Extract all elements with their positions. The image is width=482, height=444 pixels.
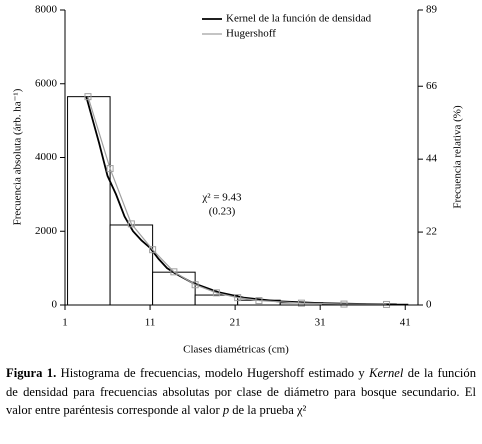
x-axis-label: Clases diamétricas (cm) bbox=[183, 344, 289, 356]
annotation: (0.23) bbox=[209, 206, 236, 218]
series-marker bbox=[191, 281, 199, 289]
series-marker bbox=[234, 294, 242, 302]
legend-label: Hugershoff bbox=[226, 28, 276, 40]
y2-tick-label: 89 bbox=[426, 4, 438, 16]
series-marker bbox=[84, 93, 92, 101]
series-marker bbox=[212, 289, 220, 297]
y2-tick-label: 0 bbox=[426, 299, 432, 311]
chart: Frecuencia absoluta (árb. ha⁻¹) Frecuenc… bbox=[12, 4, 464, 356]
x-tick-label: 31 bbox=[315, 317, 326, 329]
x-tick-label: 21 bbox=[230, 317, 241, 329]
caption-text: Kernel bbox=[369, 366, 404, 380]
y-tick-label: 8000 bbox=[35, 4, 58, 16]
legend-label: Kernel de la función de densidad bbox=[226, 13, 372, 25]
caption-text: p bbox=[222, 403, 230, 417]
series-marker bbox=[297, 299, 305, 307]
y-tick-label: 4000 bbox=[35, 151, 58, 163]
series-marker bbox=[170, 268, 178, 276]
caption-text: Histograma de frecuencias, modelo Hugers… bbox=[56, 366, 370, 380]
y-tick-label: 0 bbox=[52, 299, 58, 311]
caption-text: de la función de densidad para frecuenci… bbox=[6, 366, 476, 417]
series-marker bbox=[149, 246, 157, 254]
y2-tick-label: 44 bbox=[426, 153, 438, 165]
y-axis-label: Frecuencia absoluta (árb. ha⁻¹) bbox=[12, 88, 24, 225]
y2-tick-label: 22 bbox=[426, 226, 437, 238]
histogram-bar bbox=[67, 96, 111, 306]
y2-axis-label: Frecuencia relativa (%) bbox=[452, 105, 464, 209]
y2-tick-label: 66 bbox=[426, 80, 438, 92]
caption: Figura 1. Histograma de frecuencias, mod… bbox=[6, 364, 476, 420]
series-marker bbox=[383, 300, 391, 308]
caption-text: de la prueba χ² bbox=[229, 403, 307, 417]
series-marker bbox=[127, 220, 135, 228]
annotation: χ² = 9.43 bbox=[201, 192, 242, 204]
x-tick-label: 11 bbox=[145, 317, 156, 329]
y-tick-label: 6000 bbox=[35, 77, 58, 89]
y-tick-label: 2000 bbox=[35, 225, 58, 237]
histogram-bar bbox=[152, 271, 196, 306]
caption-label: Figura 1. bbox=[6, 366, 57, 380]
series-line bbox=[87, 96, 387, 306]
x-tick-label: 41 bbox=[400, 317, 411, 329]
series-marker bbox=[340, 300, 348, 308]
series-marker bbox=[255, 297, 263, 305]
histogram-bar bbox=[109, 224, 154, 306]
x-tick-label: 1 bbox=[62, 317, 68, 329]
series-marker bbox=[106, 165, 114, 173]
